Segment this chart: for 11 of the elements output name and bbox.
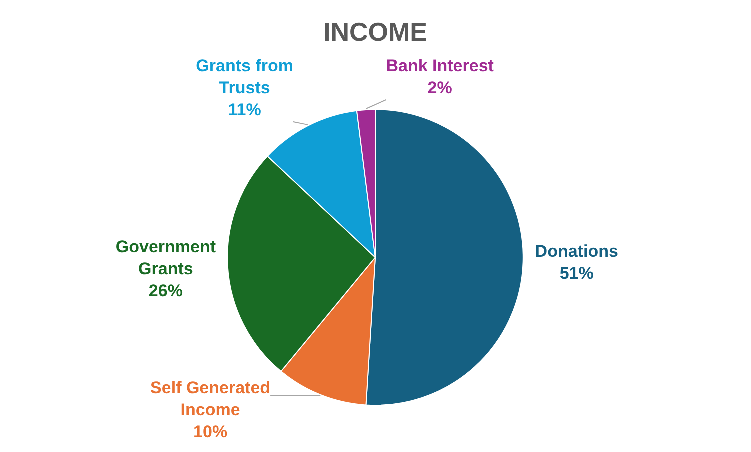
slice-label: Donations [535, 242, 618, 261]
data-label: 2% [428, 78, 452, 98]
slice-label: Government Grants [116, 237, 216, 278]
slice-label: Bank Interest [386, 56, 494, 76]
data-label: 51% [560, 264, 594, 283]
data-label: 26% [148, 281, 183, 300]
chart-title: INCOME [324, 16, 428, 47]
data-label: 10% [194, 422, 228, 442]
slice-label: Self Generated Income [150, 378, 271, 420]
data-label: 11% [228, 100, 262, 120]
slice-label: Grants from Trusts [196, 56, 294, 98]
